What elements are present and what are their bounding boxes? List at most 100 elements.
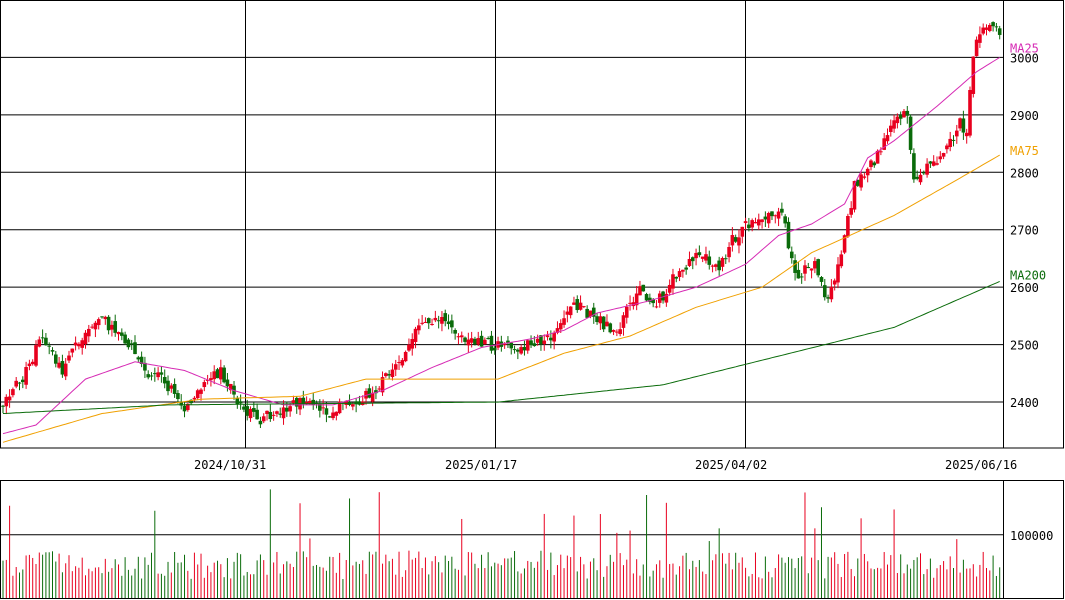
candle-body xyxy=(318,403,322,411)
candle-body xyxy=(103,316,108,320)
candle-body xyxy=(836,264,840,283)
candle-body xyxy=(545,335,550,338)
candle-body xyxy=(961,118,966,133)
grid-lines xyxy=(0,0,1003,536)
candle-body xyxy=(634,293,639,306)
candle-body xyxy=(459,335,464,338)
candle-body xyxy=(199,389,203,394)
candle-body xyxy=(905,110,910,116)
candle-body xyxy=(842,235,847,253)
candle-body xyxy=(73,342,78,346)
ma-label-ma75: MA75 xyxy=(1010,144,1039,158)
candle-body xyxy=(852,180,857,210)
candle-body xyxy=(865,168,870,176)
candle-body xyxy=(585,308,589,318)
candle-body xyxy=(189,399,193,404)
candle-body xyxy=(690,257,695,262)
candle-body xyxy=(271,414,276,416)
y-tick-label: 2700 xyxy=(1010,224,1039,238)
candle-body xyxy=(110,324,114,330)
candle-body xyxy=(453,330,457,334)
volume-tick-label: 100000 xyxy=(1010,529,1053,543)
candle-body xyxy=(895,116,900,124)
candle-body xyxy=(4,396,9,407)
candle-body xyxy=(681,269,685,272)
candle-body xyxy=(931,161,936,166)
candle-body xyxy=(651,299,655,304)
candle-body xyxy=(958,118,962,129)
candle-body xyxy=(806,267,811,269)
candle-body xyxy=(37,339,42,347)
candle-body xyxy=(202,382,207,388)
candle-body xyxy=(34,345,38,366)
candle-body xyxy=(918,174,923,183)
candle-body xyxy=(129,343,134,345)
candle-body xyxy=(743,221,748,224)
candle-body xyxy=(829,286,834,300)
candle-body xyxy=(809,268,814,271)
candle-body xyxy=(93,322,98,330)
ma-label-ma200: MA200 xyxy=(1010,268,1046,282)
candle-body xyxy=(938,156,943,160)
candle-body xyxy=(697,252,702,256)
candle-body xyxy=(44,337,48,346)
candle-body xyxy=(377,388,382,390)
candle-body xyxy=(255,409,259,420)
candle-body xyxy=(532,343,537,347)
candle-body xyxy=(902,111,906,118)
price-candles xyxy=(1,21,1002,429)
candle-body xyxy=(420,322,424,324)
candle-body xyxy=(87,328,91,337)
candle-body xyxy=(209,378,213,381)
candle-body xyxy=(492,347,497,351)
candle-body xyxy=(324,408,329,415)
candle-body xyxy=(123,334,127,344)
candle-body xyxy=(908,116,913,150)
candle-body xyxy=(176,393,180,400)
candle-body xyxy=(417,325,421,331)
candle-body xyxy=(813,261,817,269)
candle-body xyxy=(624,306,629,318)
candle-body xyxy=(766,212,771,224)
candle-body xyxy=(615,331,619,333)
candle-body xyxy=(654,306,659,308)
candle-body xyxy=(400,360,405,366)
candle-body xyxy=(750,220,754,228)
candle-body xyxy=(238,401,243,404)
candle-body xyxy=(106,316,111,331)
candle-body xyxy=(803,265,807,274)
candle-body xyxy=(516,349,520,352)
candle-body xyxy=(928,161,933,164)
candle-body xyxy=(146,374,151,378)
candle-body xyxy=(486,338,490,340)
candle-body xyxy=(24,367,28,385)
candle-body xyxy=(855,179,860,186)
candle-body xyxy=(529,340,533,346)
candle-body xyxy=(935,163,939,165)
candle-body xyxy=(941,152,946,157)
candle-body xyxy=(605,321,609,327)
candle-body xyxy=(948,138,952,148)
candle-body xyxy=(331,412,335,419)
candle-body xyxy=(786,221,791,249)
candle-body xyxy=(733,237,738,242)
candle-body xyxy=(644,294,649,301)
candle-body xyxy=(562,318,566,325)
moving-average-lines xyxy=(2,56,1000,443)
candle-body xyxy=(898,115,903,119)
candle-body xyxy=(717,260,721,271)
candle-body xyxy=(374,390,378,394)
candle-body xyxy=(849,208,853,215)
candle-body xyxy=(308,400,312,404)
candle-body xyxy=(535,338,540,343)
candle-body xyxy=(162,377,167,384)
candle-body xyxy=(311,399,316,405)
candle-body xyxy=(265,410,269,414)
candle-body xyxy=(677,271,682,278)
ma-line-ma200 xyxy=(2,280,1000,414)
candle-body xyxy=(720,257,725,267)
candle-body xyxy=(506,340,510,344)
candle-body xyxy=(143,362,147,371)
y-tick-label: 2400 xyxy=(1010,396,1039,410)
